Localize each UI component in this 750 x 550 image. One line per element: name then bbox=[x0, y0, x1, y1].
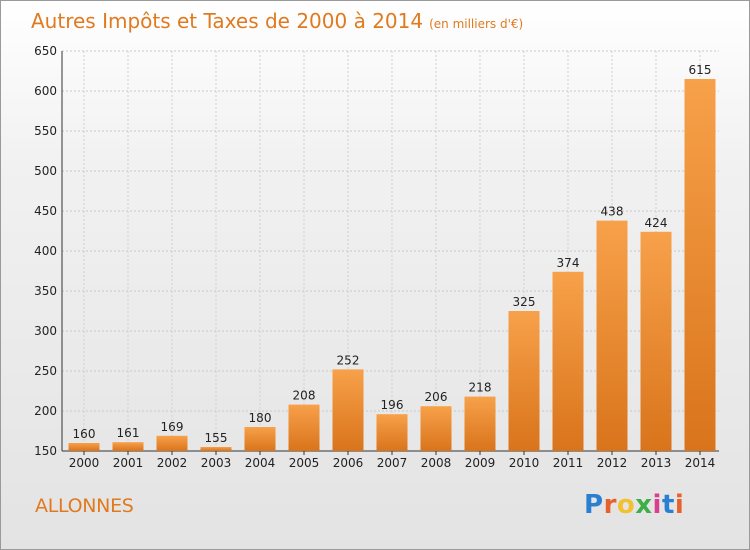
logo-letter: i bbox=[674, 490, 685, 520]
data-label: 169 bbox=[161, 420, 184, 434]
chart-title: Autres Impôts et Taxes de 2000 à 2014 (en… bbox=[31, 9, 523, 33]
bar bbox=[112, 442, 144, 451]
y-tick-label: 150 bbox=[34, 444, 57, 458]
data-label: 615 bbox=[689, 63, 712, 77]
x-tick-label: 2004 bbox=[245, 456, 276, 470]
bar bbox=[684, 79, 716, 451]
bar bbox=[420, 406, 452, 451]
x-tick-label: 2005 bbox=[289, 456, 320, 470]
x-tick-label: 2000 bbox=[69, 456, 100, 470]
bar bbox=[288, 404, 320, 451]
bar bbox=[200, 447, 232, 451]
bar bbox=[508, 311, 540, 451]
y-tick-label: 300 bbox=[34, 324, 57, 338]
proxiti-logo[interactable]: Proxiti bbox=[584, 490, 684, 520]
x-tick-label: 2003 bbox=[201, 456, 232, 470]
data-label: 155 bbox=[205, 431, 228, 445]
title-text: Autres Impôts et Taxes de 2000 à 2014 bbox=[31, 9, 424, 33]
data-label: 374 bbox=[557, 256, 580, 270]
data-label: 161 bbox=[117, 426, 140, 440]
x-tick-label: 2013 bbox=[641, 456, 672, 470]
x-tick-label: 2010 bbox=[509, 456, 540, 470]
logo-letter: i bbox=[652, 490, 662, 520]
data-label: 252 bbox=[337, 353, 360, 367]
bar bbox=[464, 396, 496, 451]
data-label: 180 bbox=[249, 411, 272, 425]
y-tick-label: 200 bbox=[34, 404, 57, 418]
x-tick-label: 2001 bbox=[113, 456, 144, 470]
x-tick-label: 2011 bbox=[553, 456, 584, 470]
bar bbox=[244, 427, 276, 451]
logo-letter: r bbox=[603, 490, 617, 520]
y-tick-label: 350 bbox=[34, 284, 57, 298]
y-tick-label: 650 bbox=[34, 44, 57, 58]
y-tick-label: 550 bbox=[34, 124, 57, 138]
bar bbox=[156, 435, 188, 451]
place-name: ALLONNES bbox=[35, 495, 134, 517]
x-tick-label: 2006 bbox=[333, 456, 364, 470]
data-label: 208 bbox=[293, 389, 316, 403]
logo-letter: t bbox=[661, 490, 675, 520]
bar bbox=[552, 271, 584, 451]
data-label: 424 bbox=[645, 216, 668, 230]
y-tick-label: 450 bbox=[34, 204, 57, 218]
title-unit: (en milliers d'€) bbox=[429, 17, 524, 31]
x-tick-label: 2014 bbox=[685, 456, 716, 470]
data-label: 325 bbox=[513, 295, 536, 309]
logo-letter: x bbox=[635, 490, 653, 520]
grid-lines bbox=[62, 50, 719, 451]
data-label: 206 bbox=[425, 390, 448, 404]
bar bbox=[332, 369, 364, 451]
labels: 150 200 250 300 350 400 450 500 550 600 650 160 2000… bbox=[34, 44, 715, 470]
logo-letter: P bbox=[584, 490, 604, 520]
data-label: 160 bbox=[73, 427, 96, 441]
y-tick-label: 250 bbox=[34, 364, 57, 378]
x-tick-label: 2008 bbox=[421, 456, 452, 470]
x-tick-label: 2009 bbox=[465, 456, 496, 470]
bar bbox=[68, 443, 100, 451]
bar bbox=[640, 231, 672, 451]
x-tick-label: 2002 bbox=[157, 456, 188, 470]
data-label: 218 bbox=[469, 381, 492, 395]
data-label: 196 bbox=[381, 398, 404, 412]
x-tick-label: 2007 bbox=[377, 456, 408, 470]
bar bbox=[376, 414, 408, 451]
y-tick-label: 400 bbox=[34, 244, 57, 258]
logo-letter: o bbox=[616, 490, 636, 520]
bar bbox=[596, 220, 628, 451]
y-tick-label: 600 bbox=[34, 84, 57, 98]
y-tick-label: 500 bbox=[34, 164, 57, 178]
data-label: 438 bbox=[601, 205, 624, 219]
x-tick-label: 2012 bbox=[597, 456, 628, 470]
bars bbox=[68, 79, 716, 451]
